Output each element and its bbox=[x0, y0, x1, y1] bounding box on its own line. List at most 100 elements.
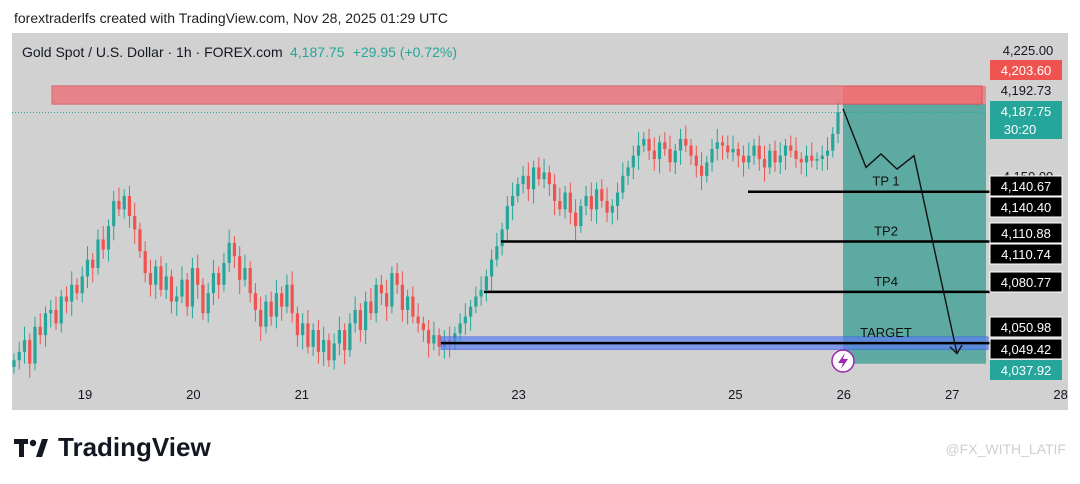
price-tag-label: 4,187.75 bbox=[1001, 104, 1052, 119]
candle-body bbox=[253, 293, 258, 310]
candle-body bbox=[348, 323, 352, 351]
candle-body bbox=[584, 195, 588, 206]
candle-body bbox=[799, 159, 803, 163]
logo-text: TradingView bbox=[58, 432, 211, 462]
candle-body bbox=[663, 142, 667, 149]
candle-body bbox=[636, 145, 641, 156]
candle-body bbox=[589, 195, 593, 210]
candle-body bbox=[778, 155, 782, 163]
price-tag-label: 4,110.88 bbox=[1001, 226, 1051, 241]
candle-body bbox=[573, 212, 578, 227]
candle-body bbox=[521, 175, 525, 185]
candle-body bbox=[458, 323, 462, 334]
candle-body bbox=[169, 276, 174, 302]
candle-body bbox=[33, 326, 37, 364]
candle-body bbox=[699, 165, 704, 176]
candle-body bbox=[825, 150, 830, 156]
candle-body bbox=[322, 340, 326, 352]
level-label: TP4 bbox=[874, 274, 898, 289]
candle-body bbox=[710, 148, 714, 163]
candle-body bbox=[232, 242, 237, 257]
candle-body bbox=[757, 145, 761, 160]
candle-body bbox=[726, 145, 730, 153]
candle-body bbox=[563, 192, 567, 210]
candle-body bbox=[180, 279, 184, 297]
candle-body bbox=[773, 150, 777, 163]
candle-body bbox=[38, 326, 42, 336]
candle-body bbox=[316, 330, 321, 352]
candle-body bbox=[222, 262, 226, 285]
candle-body bbox=[285, 284, 289, 307]
candle-body bbox=[390, 273, 394, 307]
last-price-label: 4,187.75 bbox=[290, 44, 345, 60]
candle-body bbox=[290, 284, 294, 314]
x-tick-label: 21 bbox=[295, 387, 309, 402]
x-tick-label: 25 bbox=[728, 387, 742, 402]
tradingview-logo-icon bbox=[14, 438, 48, 457]
profit-zone bbox=[843, 104, 986, 364]
price-tag bbox=[989, 338, 1063, 360]
candle-body bbox=[353, 309, 357, 324]
candle-body bbox=[673, 150, 677, 163]
level-label: TP2 bbox=[874, 224, 898, 239]
candle-body bbox=[694, 155, 698, 166]
price-tag-label: 4,050.98 bbox=[1001, 320, 1052, 335]
candle-body bbox=[615, 192, 620, 206]
candle-body bbox=[274, 293, 279, 317]
candle-body bbox=[537, 167, 541, 180]
level-label: TARGET bbox=[860, 325, 912, 340]
candle-body bbox=[327, 340, 331, 361]
projection-path bbox=[842, 108, 958, 354]
candle-body bbox=[164, 276, 168, 290]
price-tag-label: 4,203.60 bbox=[1001, 63, 1052, 78]
candle-body bbox=[91, 259, 95, 269]
candle-body bbox=[238, 256, 242, 280]
candle-body bbox=[400, 284, 404, 310]
candle-body bbox=[542, 172, 546, 180]
price-tag bbox=[989, 271, 1063, 293]
candle-body bbox=[133, 216, 137, 230]
price-tag bbox=[989, 175, 1063, 197]
candle-body bbox=[815, 159, 819, 161]
candle-body bbox=[28, 340, 32, 364]
candle-body bbox=[579, 205, 583, 227]
candle-body bbox=[474, 296, 478, 307]
candle-body bbox=[138, 229, 142, 252]
candle-body bbox=[610, 205, 614, 213]
chart-caption: forextraderlfs created with TradingView.… bbox=[14, 10, 448, 26]
candle-body bbox=[747, 155, 751, 163]
candle-body bbox=[715, 142, 719, 149]
candle-body bbox=[678, 138, 683, 151]
x-tick-label: 19 bbox=[78, 387, 92, 402]
candle-body bbox=[364, 301, 368, 331]
candle-body bbox=[804, 155, 809, 163]
candle-body bbox=[243, 268, 247, 280]
candle-body bbox=[43, 313, 48, 336]
x-tick-label: 20 bbox=[186, 387, 200, 402]
flash-icon-bolt bbox=[838, 353, 848, 369]
candle-body bbox=[358, 309, 362, 331]
price-tag bbox=[989, 196, 1063, 218]
candle-body bbox=[22, 340, 27, 352]
candle-body bbox=[526, 175, 530, 190]
candle-body bbox=[196, 268, 200, 285]
candle-body bbox=[552, 184, 557, 201]
candle-body bbox=[259, 309, 263, 327]
candle-body bbox=[112, 200, 116, 227]
candle-body bbox=[652, 150, 656, 160]
candle-body bbox=[594, 189, 599, 210]
candle-body bbox=[720, 142, 725, 146]
candle-body bbox=[311, 330, 315, 347]
candle-body bbox=[148, 273, 153, 285]
candle-body bbox=[49, 309, 53, 314]
price-tag bbox=[989, 222, 1063, 244]
candle-body bbox=[510, 195, 515, 206]
candle-body bbox=[820, 155, 824, 160]
candle-body bbox=[54, 309, 58, 324]
candle-body bbox=[741, 155, 746, 163]
candle-body bbox=[831, 133, 835, 151]
candle-body bbox=[836, 112, 840, 134]
flash-icon[interactable] bbox=[831, 349, 855, 373]
candle-body bbox=[600, 189, 604, 201]
